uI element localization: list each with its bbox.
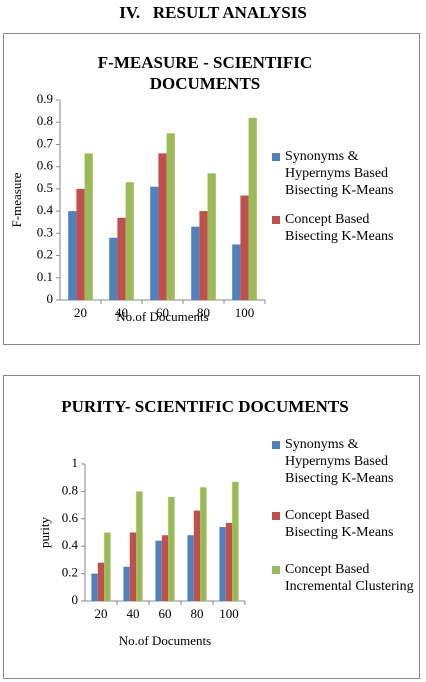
bar [232, 481, 239, 601]
legend-swatch [272, 512, 280, 520]
legend-entry: Concept Based Incremental Clustering [272, 561, 417, 595]
legend-label: Synonyms & Hypernyms Based Bisecting K-M… [285, 437, 394, 486]
y-tick-label: 0.2 [37, 247, 53, 262]
x-axis-label: No.of Documents [119, 633, 211, 648]
y-tick-label: 0.7 [37, 135, 54, 150]
bar [117, 217, 126, 300]
x-tick-label: 40 [127, 606, 140, 621]
chart-frame [3, 375, 420, 679]
bar [91, 573, 98, 601]
legend-swatch [272, 441, 280, 449]
bar [158, 153, 167, 300]
legend-swatch [272, 153, 280, 161]
y-tick-label: 0.9 [37, 91, 53, 106]
section-heading: IV. RESULT ANALYSIS [119, 3, 307, 22]
y-tick-label: 0.4 [62, 537, 79, 552]
legend-label: Concept Based Bisecting K-Means [285, 212, 394, 244]
bar [129, 532, 137, 601]
y-tick-label: 0 [72, 592, 79, 607]
bar [123, 566, 130, 601]
bar [168, 496, 175, 601]
y-tick-label: 0.6 [37, 158, 54, 173]
legend: Synonyms & Hypernyms Based Bisecting K-M… [272, 148, 414, 257]
bar [199, 211, 208, 300]
chart-frame [3, 33, 420, 345]
y-tick-label: 0.4 [37, 202, 54, 217]
bar [225, 522, 233, 601]
bar [200, 487, 207, 601]
x-tick-label: 100 [219, 606, 239, 621]
y-tick-label: 0.5 [37, 180, 53, 195]
bar [248, 117, 257, 301]
x-tick-label: 40 [115, 305, 128, 320]
legend-label: Synonyms & Hypernyms Based Bisecting K-M… [285, 149, 394, 198]
legend-entry: Concept Based Bisecting K-Means [272, 507, 417, 541]
y-axis-label: F-measure [9, 172, 24, 227]
x-tick-label: 60 [159, 606, 172, 621]
bar [109, 237, 118, 300]
bar [191, 226, 200, 300]
y-tick-label: 0.2 [62, 565, 78, 580]
x-tick-label: 20 [74, 305, 87, 320]
bar [150, 186, 159, 300]
legend-label: Concept Based Bisecting K-Means [285, 508, 394, 540]
bar [193, 510, 201, 601]
legend-entry: Synonyms & Hypernyms Based Bisecting K-M… [272, 148, 414, 199]
bar [84, 153, 93, 300]
bar [166, 133, 175, 300]
bar [125, 182, 134, 300]
bar [104, 532, 111, 601]
legend-entry: Concept Based Bisecting K-Means [272, 211, 414, 245]
legend-entry: Synonyms & Hypernyms Based Bisecting K-M… [272, 436, 417, 487]
chart-title: PURITY- SCIENTIFIC DOCUMENTS [61, 397, 349, 416]
x-tick-label: 80 [191, 606, 204, 621]
y-tick-label: 0.6 [62, 510, 79, 525]
bar [76, 188, 85, 300]
y-tick-label: 0.8 [37, 113, 53, 128]
bar [232, 244, 241, 300]
x-axis-label: No.of Documents [116, 309, 208, 324]
x-tick-label: 60 [156, 305, 169, 320]
bar [155, 540, 162, 601]
x-tick-label: 100 [235, 305, 255, 320]
y-tick-label: 0 [47, 291, 54, 306]
bar [161, 535, 169, 601]
bar [68, 211, 77, 300]
bar [219, 527, 226, 601]
legend-swatch [272, 566, 280, 574]
y-axis-label: purity [37, 516, 52, 548]
y-tick-label: 0.1 [37, 269, 53, 284]
y-tick-label: 1 [72, 455, 79, 470]
legend-swatch [272, 216, 280, 224]
bar [187, 535, 194, 601]
x-tick-label: 80 [197, 305, 210, 320]
bar [97, 562, 105, 601]
legend: Synonyms & Hypernyms Based Bisecting K-M… [272, 436, 417, 615]
chart-title: F-MEASURE - SCIENTIFIC DOCUMENTS [97, 53, 313, 93]
bar [207, 173, 216, 300]
legend-label: Concept Based Incremental Clustering [285, 562, 414, 594]
bar [136, 491, 143, 601]
x-tick-label: 20 [95, 606, 108, 621]
y-tick-label: 0.3 [37, 224, 53, 239]
y-tick-label: 0.8 [62, 482, 78, 497]
bar [240, 195, 249, 300]
